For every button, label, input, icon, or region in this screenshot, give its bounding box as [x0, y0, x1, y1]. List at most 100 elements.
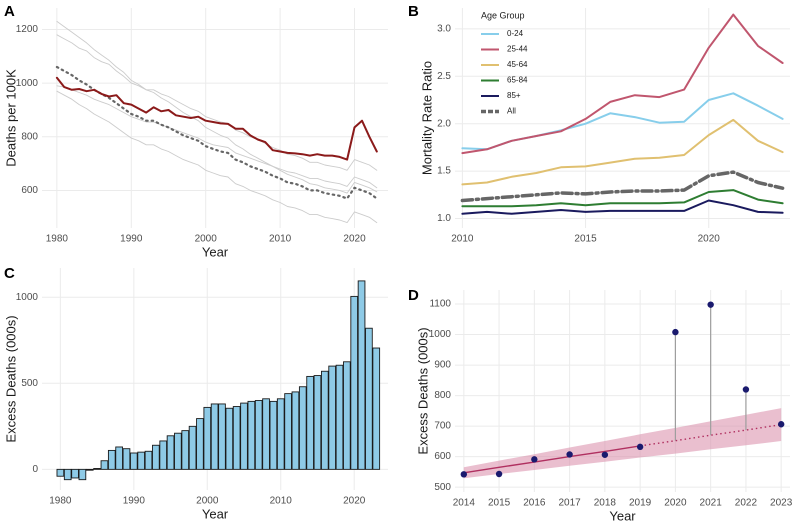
- x-tick-label: 2000: [196, 496, 219, 507]
- bar: [240, 402, 248, 470]
- y-tick-label: 800: [21, 131, 38, 142]
- bar: [210, 403, 219, 470]
- data-point: [672, 328, 679, 336]
- y-tick-label: 3.0: [437, 24, 451, 35]
- legend-label: 45-64: [507, 60, 528, 69]
- bar: [365, 327, 373, 470]
- bar: [56, 468, 65, 477]
- y-axis-title: Excess Deaths (000s): [3, 315, 18, 442]
- x-axis-title: Year: [202, 506, 229, 521]
- bar: [284, 393, 292, 470]
- bar: [144, 450, 153, 470]
- confidence-band: [463, 408, 782, 479]
- bar: [137, 451, 146, 470]
- bar: [320, 370, 329, 470]
- x-tick-label: 2015: [574, 234, 597, 245]
- bar: [196, 418, 204, 470]
- bar: [372, 347, 381, 470]
- bar: [313, 375, 322, 470]
- bar: [71, 468, 79, 479]
- bar: [218, 403, 226, 470]
- bar: [63, 468, 72, 481]
- y-tick-label: 600: [21, 185, 38, 196]
- bar: [159, 440, 168, 470]
- bar: [115, 446, 123, 470]
- y-tick-label: 1100: [429, 299, 451, 310]
- x-tick-label: 1990: [120, 234, 143, 245]
- bar: [350, 295, 359, 470]
- bar: [328, 365, 336, 470]
- data-point: [566, 451, 573, 458]
- bar: [152, 444, 160, 470]
- x-tick-label: 2010: [269, 234, 292, 245]
- data-point: [531, 456, 538, 463]
- x-axis-title: Year: [202, 244, 229, 259]
- panel-label: A: [4, 3, 15, 20]
- bar: [357, 280, 366, 470]
- bar: [306, 375, 314, 470]
- x-tick-label: 2015: [488, 498, 511, 509]
- bar: [269, 400, 278, 470]
- y-axis-title: Deaths per 100K: [3, 69, 18, 167]
- series-line: [461, 118, 784, 186]
- series-line: [56, 20, 378, 194]
- x-tick-label: 2020: [698, 234, 721, 245]
- bar: [78, 468, 87, 481]
- x-tick-label: 2020: [664, 498, 687, 509]
- y-tick-label: 1.5: [437, 166, 451, 177]
- bar: [247, 400, 256, 470]
- legend-title: Age Group: [481, 10, 525, 20]
- x-tick-label: 2018: [594, 498, 617, 509]
- y-tick-label: 1200: [16, 24, 39, 35]
- x-tick-label: 2010: [451, 234, 474, 245]
- series-line: [56, 90, 378, 224]
- y-tick-label: 500: [21, 378, 38, 389]
- bar: [291, 391, 300, 470]
- x-tick-label: 2016: [523, 498, 546, 509]
- x-tick-label: 1990: [123, 496, 146, 507]
- y-axis-title: Mortality Rate Ratio: [419, 61, 434, 175]
- bar: [166, 435, 175, 470]
- y-tick-label: 500: [434, 482, 451, 493]
- x-tick-label: 1980: [46, 234, 69, 245]
- panel-label: B: [408, 3, 419, 20]
- panel-label: C: [4, 265, 15, 282]
- series-line: [461, 189, 784, 208]
- x-tick-label: 2014: [453, 498, 476, 509]
- x-tick-label: 2020: [343, 234, 366, 245]
- bar: [254, 400, 263, 470]
- legend-label: 0-24: [507, 29, 524, 38]
- bar: [100, 460, 109, 470]
- series-line: [55, 65, 378, 200]
- data-point: [601, 451, 609, 458]
- series-line: [461, 13, 784, 155]
- projection-line: [639, 423, 782, 447]
- y-tick-label: 1000: [429, 329, 452, 340]
- bar: [122, 448, 131, 470]
- series-line: [56, 85, 378, 189]
- bar: [262, 398, 270, 470]
- legend-label: 25-44: [507, 45, 528, 54]
- bar: [174, 432, 182, 470]
- y-tick-label: 0: [32, 464, 38, 475]
- legend-label: 65-84: [507, 76, 528, 85]
- data-point: [495, 470, 503, 478]
- y-tick-label: 900: [434, 360, 451, 371]
- y-tick-label: 2.5: [437, 71, 451, 82]
- panel-label: D: [408, 287, 419, 304]
- bar: [203, 406, 212, 470]
- x-tick-label: 2023: [770, 498, 793, 509]
- y-tick-label: 1.0: [437, 213, 451, 224]
- data-point: [636, 443, 644, 451]
- series-line: [460, 170, 785, 203]
- x-tick-label: 2020: [343, 496, 366, 507]
- bar: [335, 364, 344, 470]
- series-line: [461, 199, 784, 215]
- legend-label: All: [507, 107, 516, 116]
- bar: [181, 430, 190, 470]
- x-tick-label: 2017: [558, 498, 581, 509]
- x-tick-label: 2019: [629, 498, 652, 509]
- x-tick-label: 2010: [270, 496, 293, 507]
- x-tick-label: 2021: [700, 498, 723, 509]
